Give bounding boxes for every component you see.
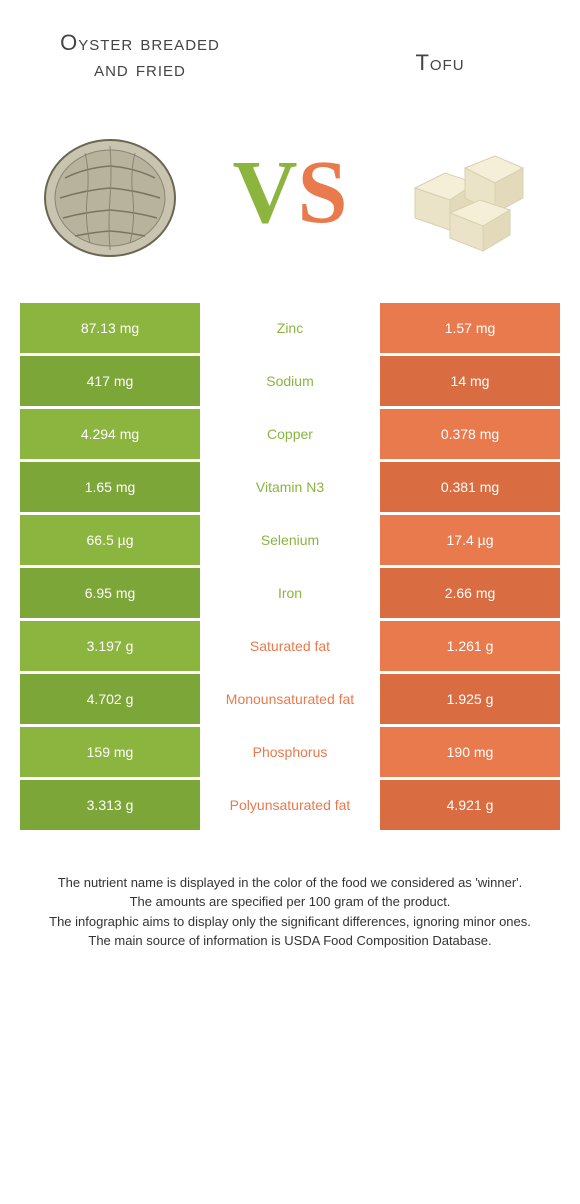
nutrient-name: Phosphorus [200,727,380,777]
nutrient-row: 159 mgPhosphorus190 mg [20,727,560,777]
vs-label: VS [232,141,347,244]
food-title-right: Tofu [340,30,540,83]
nutrient-row: 4.294 mgCopper0.378 mg [20,409,560,459]
footer-line-4: The main source of information is USDA F… [30,931,550,951]
value-left: 3.313 g [20,780,200,830]
value-left: 417 mg [20,356,200,406]
value-right: 0.381 mg [380,462,560,512]
tofu-image [390,113,550,273]
value-right: 190 mg [380,727,560,777]
nutrient-row: 417 mgSodium14 mg [20,356,560,406]
value-right: 1.57 mg [380,303,560,353]
vs-v: V [232,143,297,242]
footer-line-1: The nutrient name is displayed in the co… [30,873,550,893]
value-left: 87.13 mg [20,303,200,353]
nutrient-name: Saturated fat [200,621,380,671]
value-right: 4.921 g [380,780,560,830]
nutrient-row: 66.5 µgSelenium17.4 µg [20,515,560,565]
nutrient-name: Polyunsaturated fat [200,780,380,830]
footer-line-2: The amounts are specified per 100 gram o… [30,892,550,912]
value-right: 17.4 µg [380,515,560,565]
vs-s: S [297,143,347,242]
nutrient-row: 3.313 gPolyunsaturated fat4.921 g [20,780,560,830]
value-left: 1.65 mg [20,462,200,512]
nutrient-table: 87.13 mgZinc1.57 mg417 mgSodium14 mg4.29… [20,303,560,830]
nutrient-name: Monounsaturated fat [200,674,380,724]
nutrient-name: Selenium [200,515,380,565]
nutrient-name: Iron [200,568,380,618]
nutrient-name: Zinc [200,303,380,353]
value-right: 0.378 mg [380,409,560,459]
value-left: 6.95 mg [20,568,200,618]
nutrient-row: 87.13 mgZinc1.57 mg [20,303,560,353]
value-left: 4.702 g [20,674,200,724]
value-left: 66.5 µg [20,515,200,565]
value-left: 159 mg [20,727,200,777]
value-right: 1.925 g [380,674,560,724]
nutrient-name: Vitamin N3 [200,462,380,512]
nutrient-row: 4.702 gMonounsaturated fat1.925 g [20,674,560,724]
nutrient-name: Sodium [200,356,380,406]
value-left: 3.197 g [20,621,200,671]
value-right: 2.66 mg [380,568,560,618]
value-left: 4.294 mg [20,409,200,459]
footer-line-3: The infographic aims to display only the… [30,912,550,932]
value-right: 14 mg [380,356,560,406]
images-row: VS [0,93,580,303]
nutrient-row: 1.65 mgVitamin N30.381 mg [20,462,560,512]
food-title-left: Oyster breaded and fried [40,30,240,83]
nutrient-name: Copper [200,409,380,459]
oyster-image [30,113,190,273]
nutrient-row: 6.95 mgIron2.66 mg [20,568,560,618]
value-right: 1.261 g [380,621,560,671]
nutrient-row: 3.197 gSaturated fat1.261 g [20,621,560,671]
header: Oyster breaded and fried Tofu [0,0,580,93]
footer-notes: The nutrient name is displayed in the co… [0,833,580,951]
